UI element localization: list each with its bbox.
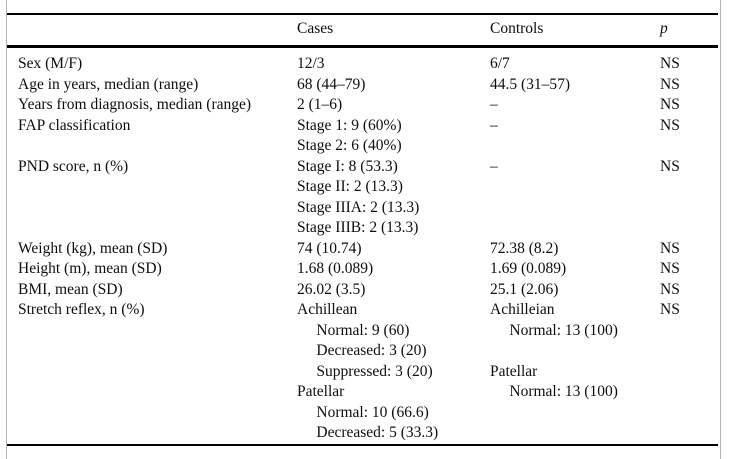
- table-row-stretch-reflex: Stretch reflex, n (%) Achillean Normal: …: [7, 300, 718, 445]
- controls-value: 44.5 (31–57): [490, 75, 571, 93]
- cases-value: Achillean Normal: 9 (60) Decreased: 3 (2…: [297, 301, 439, 441]
- right-edge-rule: [720, 0, 721, 459]
- row-label: Years from diagnosis, median (range): [18, 96, 252, 113]
- cases-value: 68 (44–79): [297, 75, 366, 93]
- p-value: NS: [660, 75, 680, 93]
- p-value: NS: [660, 239, 680, 257]
- controls-value: –: [490, 96, 498, 113]
- cases-value: Stage 1: 9 (60%) Stage 2: 6 (40%): [297, 116, 402, 155]
- row-label: BMI, mean (SD): [18, 280, 123, 298]
- controls-value: 1.69 (0.089): [490, 260, 567, 277]
- cases-value: 1.68 (0.089): [297, 260, 374, 277]
- column-header-controls: Controls: [490, 20, 544, 37]
- controls-value: 6/7: [490, 55, 510, 72]
- row-label: Sex (M/F): [18, 55, 83, 72]
- left-edge-rule: [6, 0, 7, 459]
- cases-value: 74 (10.74): [297, 239, 362, 257]
- header-row: Cases Controls p: [7, 14, 718, 47]
- row-label: Height (m), mean (SD): [18, 260, 162, 277]
- row-label: Age in years, median (range): [18, 75, 199, 93]
- table-row-weight: Weight (kg), mean (SD) 74 (10.74) 72.38 …: [7, 239, 718, 260]
- p-value: NS: [660, 96, 680, 113]
- table-row-pnd-score: PND score, n (%) Stage I: 8 (53.3) Stage…: [7, 157, 718, 239]
- controls-value: 25.1 (2.06): [490, 280, 559, 298]
- p-value: NS: [660, 301, 680, 318]
- table-row-years-from-diagnosis: Years from diagnosis, median (range) 2 (…: [7, 95, 718, 116]
- demographics-table: Cases Controls p Sex (M/F) 12/3 6/7 NS A…: [7, 13, 718, 446]
- p-value: NS: [660, 280, 680, 298]
- cases-value: Stage I: 8 (53.3) Stage II: 2 (13.3) Sta…: [297, 157, 420, 237]
- column-header-p: p: [660, 20, 668, 37]
- table-row-height: Height (m), mean (SD) 1.68 (0.089) 1.69 …: [7, 259, 718, 280]
- column-header-empty: [7, 14, 297, 47]
- table-row-fap-classification: FAP classification Stage 1: 9 (60%) Stag…: [7, 116, 718, 157]
- table-row-bmi: BMI, mean (SD) 26.02 (3.5) 25.1 (2.06) N…: [7, 280, 718, 301]
- p-value: NS: [660, 55, 680, 72]
- cases-value: 12/3: [297, 55, 325, 72]
- cases-value: 26.02 (3.5): [297, 280, 366, 298]
- row-label: Stretch reflex, n (%): [18, 301, 145, 318]
- controls-value: Achilleian Normal: 13 (100) Patellar Nor…: [490, 301, 618, 400]
- row-label: PND score, n (%): [18, 157, 129, 175]
- column-header-cases: Cases: [297, 20, 334, 37]
- row-label: Weight (kg), mean (SD): [18, 239, 168, 257]
- controls-value: 72.38 (8.2): [490, 239, 559, 257]
- table-row-age: Age in years, median (range) 68 (44–79) …: [7, 75, 718, 96]
- cases-value: 2 (1–6): [297, 96, 343, 113]
- p-value: NS: [660, 260, 680, 277]
- p-value: NS: [660, 116, 680, 134]
- controls-value: –: [490, 157, 498, 175]
- controls-value: –: [490, 116, 498, 134]
- row-label: FAP classification: [18, 116, 131, 134]
- table-row-sex: Sex (M/F) 12/3 6/7 NS: [7, 47, 718, 75]
- p-value: NS: [660, 157, 680, 175]
